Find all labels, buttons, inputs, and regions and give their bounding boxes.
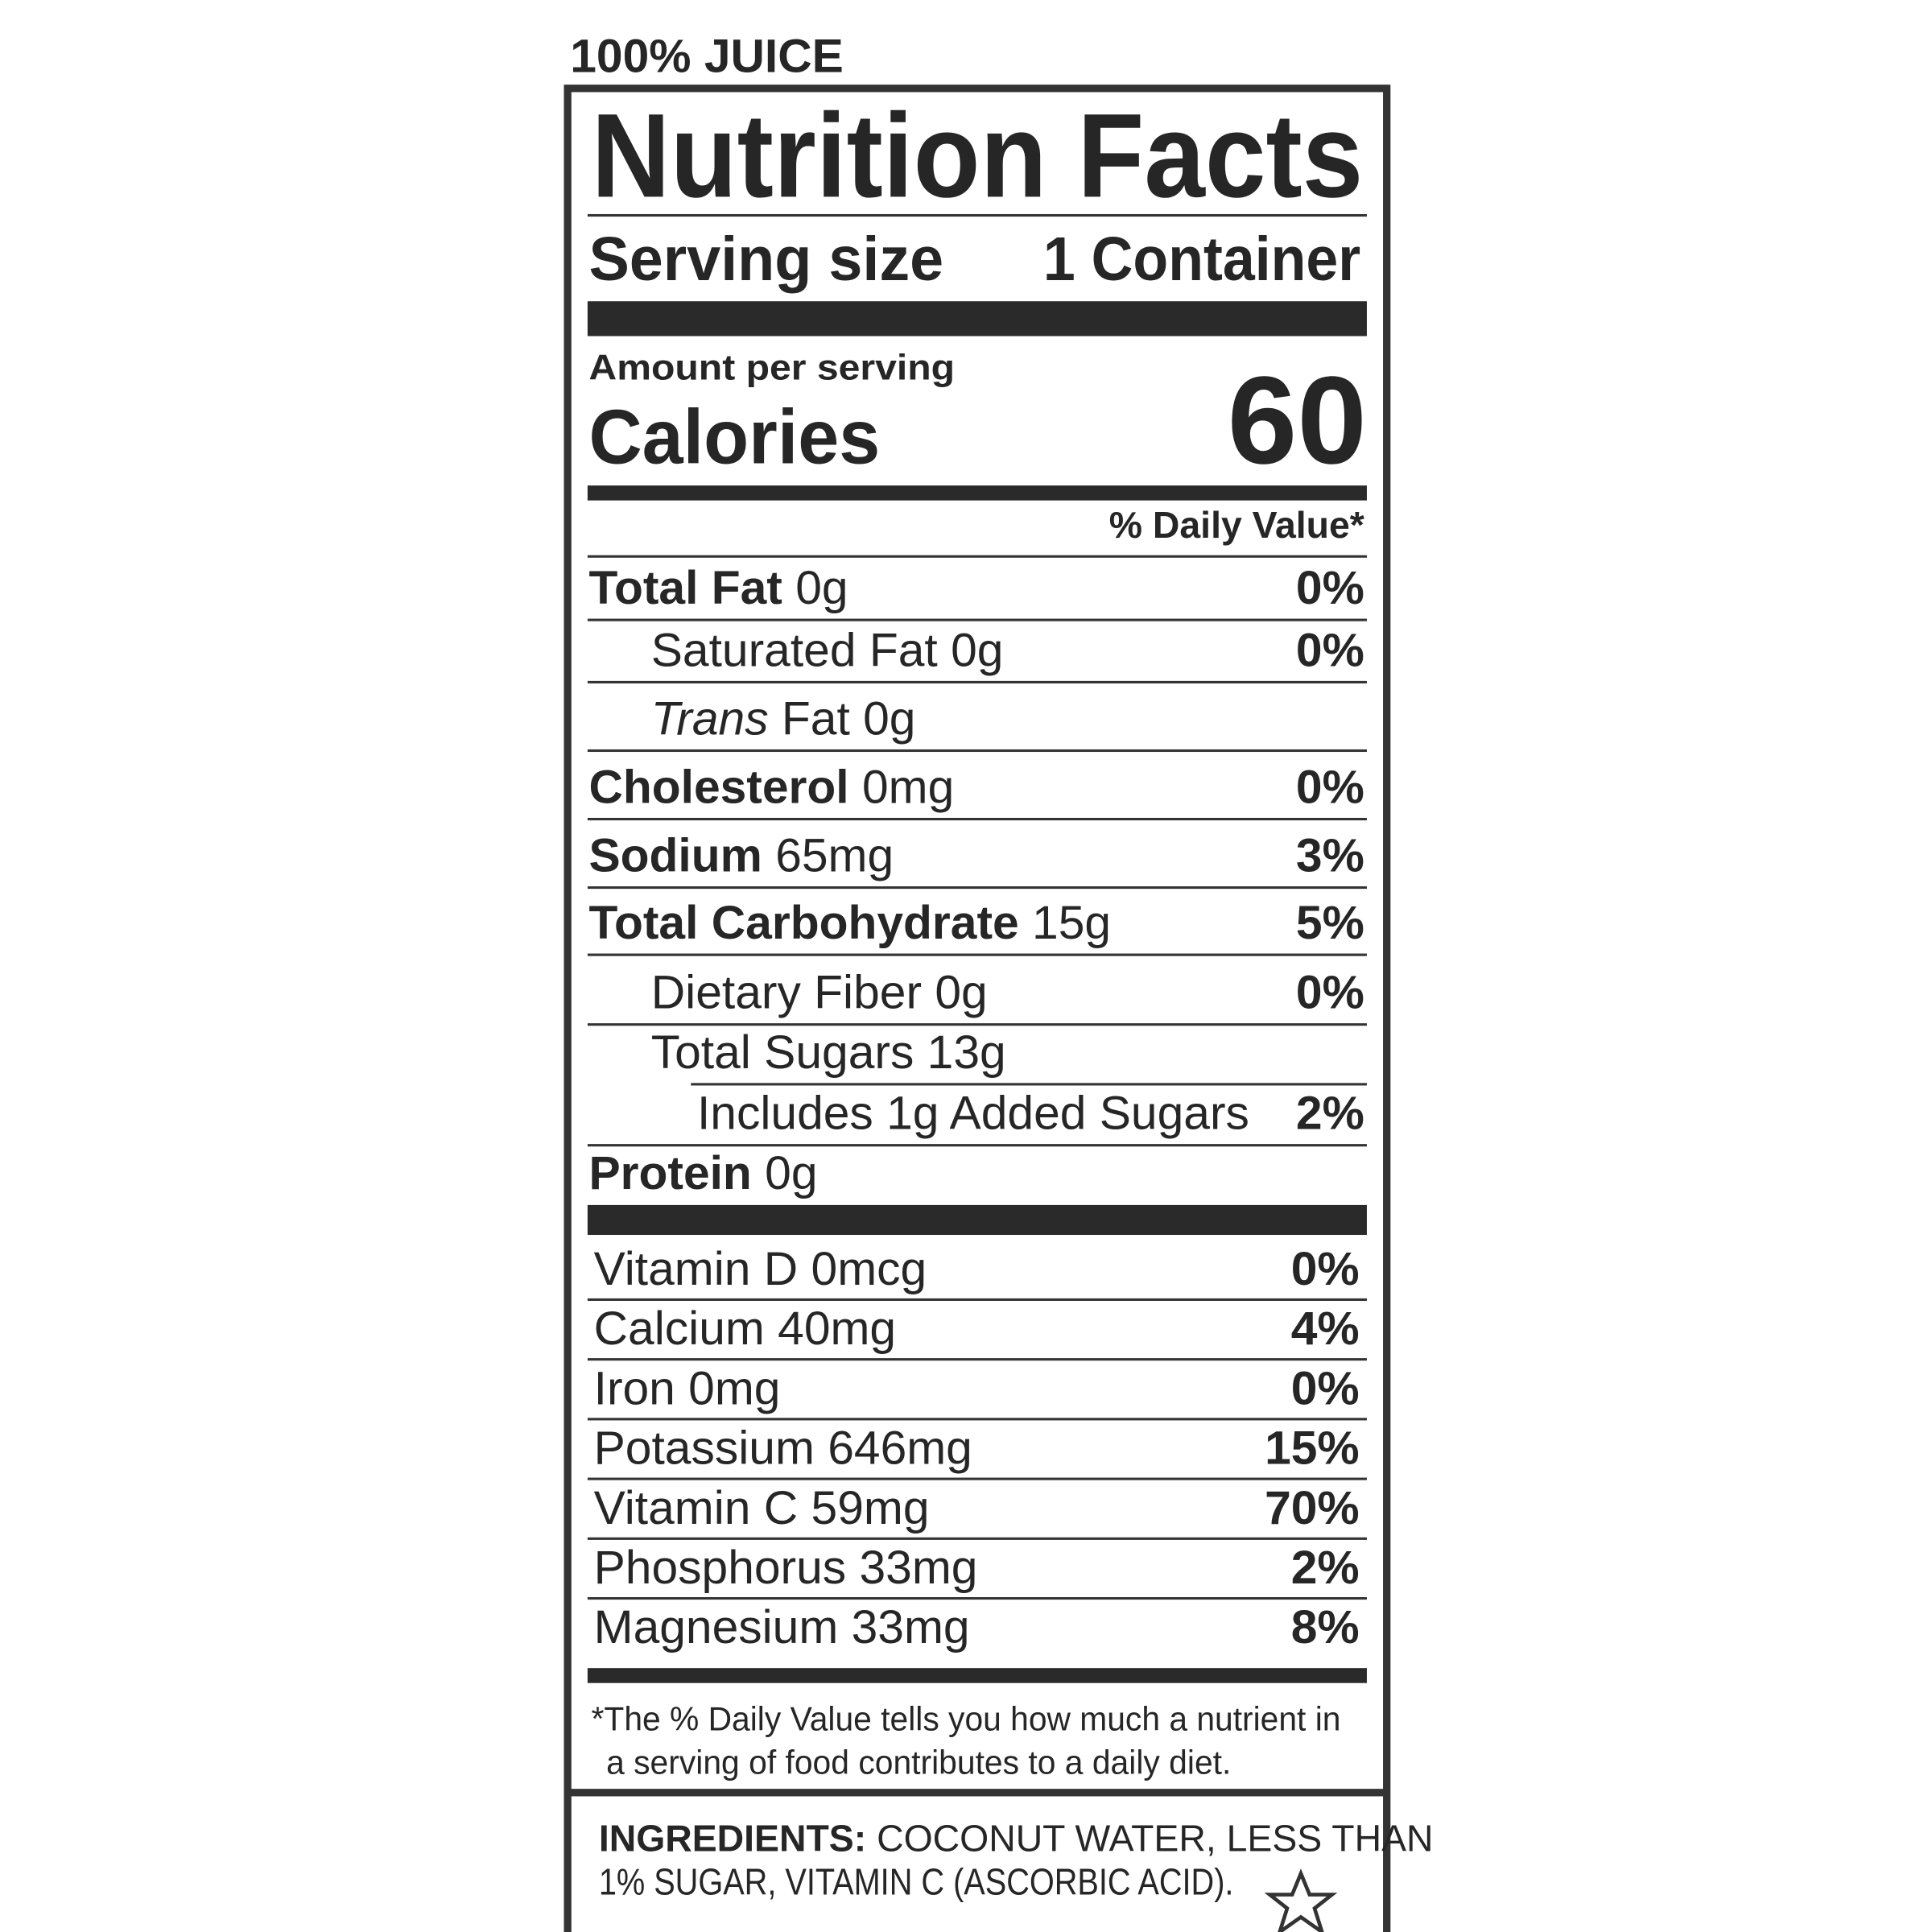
rule bbox=[587, 618, 1367, 621]
serving-value: 1 Container bbox=[1043, 225, 1360, 294]
rule bbox=[691, 1083, 1367, 1086]
nutrient-line: Saturated Fat 0g bbox=[651, 624, 1004, 676]
nutrient-name: Dietary Fiber bbox=[651, 967, 922, 1019]
nutrient-dv: 5% bbox=[1296, 897, 1364, 949]
vitamin-rows: Vitamin D 0mcg 0% Calcium 40mg 4% Iron 0mg 0%… bbox=[587, 1243, 1367, 1653]
nutrient-amount: 13g bbox=[927, 1026, 1006, 1079]
vitamin-name: Potassium 646mg bbox=[594, 1422, 972, 1475]
rule bbox=[587, 886, 1367, 890]
label-title: Nutrition Facts bbox=[592, 89, 1364, 222]
nutrient-dv: 2% bbox=[1296, 1088, 1364, 1140]
nutrient-name: Saturated Fat bbox=[651, 624, 938, 676]
rule bbox=[587, 749, 1367, 753]
vitamin-dv: 0% bbox=[1291, 1243, 1360, 1295]
nutrient-name: Cholesterol bbox=[588, 761, 848, 813]
vitamin-name: Vitamin C 59mg bbox=[594, 1482, 930, 1534]
thick-bar bbox=[587, 301, 1367, 336]
rule bbox=[587, 953, 1367, 956]
vitamin-name: Magnesium 33mg bbox=[594, 1601, 970, 1653]
nutrient-amount: 0mg bbox=[862, 761, 954, 813]
rule bbox=[587, 1418, 1367, 1421]
nutrient-dv: 0% bbox=[1296, 967, 1364, 1019]
rule bbox=[587, 1537, 1367, 1540]
nutrient-line: Total Sugars 13g bbox=[651, 1026, 1006, 1079]
calories-value: 60 bbox=[1228, 350, 1367, 489]
nutrient-line: Includes 1g Added Sugars bbox=[697, 1088, 1249, 1140]
star-icon bbox=[1264, 1868, 1338, 1932]
nutrient-line: Protein 0g bbox=[588, 1147, 817, 1199]
nutrient-name: Sodium bbox=[588, 829, 762, 881]
nutrient-line: Total Fat 0g bbox=[588, 562, 848, 614]
rule bbox=[587, 555, 1367, 558]
footnote: *The % Daily Value tells you how much a … bbox=[592, 1699, 1341, 1737]
nutrient-line: Sodium 65mg bbox=[588, 829, 894, 881]
label-border bbox=[564, 85, 1391, 1932]
ingredients-rule bbox=[568, 1789, 1387, 1797]
nutrient-amount: 0g bbox=[765, 1147, 817, 1199]
nutrient-dv: 0% bbox=[1296, 761, 1364, 813]
nutrient-name: Total Sugars bbox=[651, 1026, 914, 1079]
vitamin-dv: 2% bbox=[1291, 1542, 1360, 1594]
nutrient-amount: 0g bbox=[863, 692, 915, 745]
nutrient-line: Trans Fat 0g bbox=[651, 692, 916, 745]
nutrient-dv: 0% bbox=[1296, 624, 1364, 676]
daily-value-header: % Daily Value* bbox=[1109, 504, 1364, 546]
thick-bar bbox=[587, 1204, 1367, 1236]
nutrient-line: Cholesterol 0mg bbox=[588, 761, 954, 813]
nutrient-amount: 0g bbox=[935, 967, 987, 1019]
nutrient-dv: 0% bbox=[1296, 562, 1364, 614]
nutrient-amount: 0g bbox=[951, 624, 1003, 676]
calories-label: Calories bbox=[588, 394, 880, 480]
nutrient-name-italic: Trans bbox=[651, 692, 769, 745]
vitamin-dv: 15% bbox=[1265, 1422, 1360, 1475]
nutrient-name: Includes 1g Added Sugars bbox=[697, 1088, 1249, 1140]
ingredients-label: INGREDIENTS: bbox=[599, 1817, 866, 1859]
nutrient-dv: 3% bbox=[1296, 829, 1364, 881]
nutrient-line: Total Carbohydrate 15g bbox=[588, 897, 1111, 949]
nutrient-line: Dietary Fiber 0g bbox=[651, 967, 988, 1019]
vitamin-dv: 8% bbox=[1291, 1601, 1360, 1653]
rule bbox=[587, 817, 1367, 821]
nutrient-amount: 15g bbox=[1032, 897, 1111, 949]
rule bbox=[587, 1358, 1367, 1361]
nutrient-name: Total Carbohydrate bbox=[588, 897, 1018, 949]
nutrient-rows: Total Fat 0g 0% Saturated Fat 0g 0% Trans Fa… bbox=[587, 562, 1367, 1199]
vitamin-name: Vitamin D 0mcg bbox=[594, 1243, 927, 1295]
medium-bar bbox=[587, 485, 1367, 501]
vitamin-name: Phosphorus 33mg bbox=[594, 1542, 978, 1594]
vitamin-name: Iron 0mg bbox=[594, 1362, 781, 1414]
ingredients-line: 1% SUGAR, VITAMIN C (ASCORBIC ACID). bbox=[599, 1861, 1234, 1903]
serving-label: Serving size bbox=[588, 225, 943, 294]
amount-per-serving: Amount per serving bbox=[588, 347, 955, 388]
vitamin-dv: 0% bbox=[1291, 1362, 1360, 1414]
rule bbox=[587, 1144, 1367, 1147]
nutrient-name: Total Fat bbox=[588, 562, 782, 614]
medium-bar bbox=[587, 1668, 1367, 1683]
nutrient-name: Protein bbox=[588, 1147, 751, 1199]
top-label: 100% JUICE bbox=[570, 31, 844, 83]
rule bbox=[587, 213, 1367, 217]
rule bbox=[587, 680, 1367, 683]
ingredients-line: INGREDIENTS: COCONUT WATER, LESS THAN bbox=[599, 1817, 1434, 1859]
rule bbox=[587, 1597, 1367, 1600]
ingredients-text: COCONUT WATER, LESS THAN bbox=[877, 1817, 1433, 1859]
nutrient-name: Fat bbox=[782, 692, 850, 745]
rule bbox=[587, 1298, 1367, 1301]
rule bbox=[587, 1477, 1367, 1480]
vitamin-dv: 4% bbox=[1291, 1302, 1360, 1355]
nutrient-amount: 0g bbox=[795, 562, 848, 614]
vitamin-dv: 70% bbox=[1265, 1482, 1360, 1534]
nutrient-amount: 65mg bbox=[775, 829, 894, 881]
vitamin-name: Calcium 40mg bbox=[594, 1302, 896, 1355]
footnote: a serving of food contributes to a daily… bbox=[606, 1744, 1231, 1781]
rule bbox=[587, 1023, 1367, 1026]
